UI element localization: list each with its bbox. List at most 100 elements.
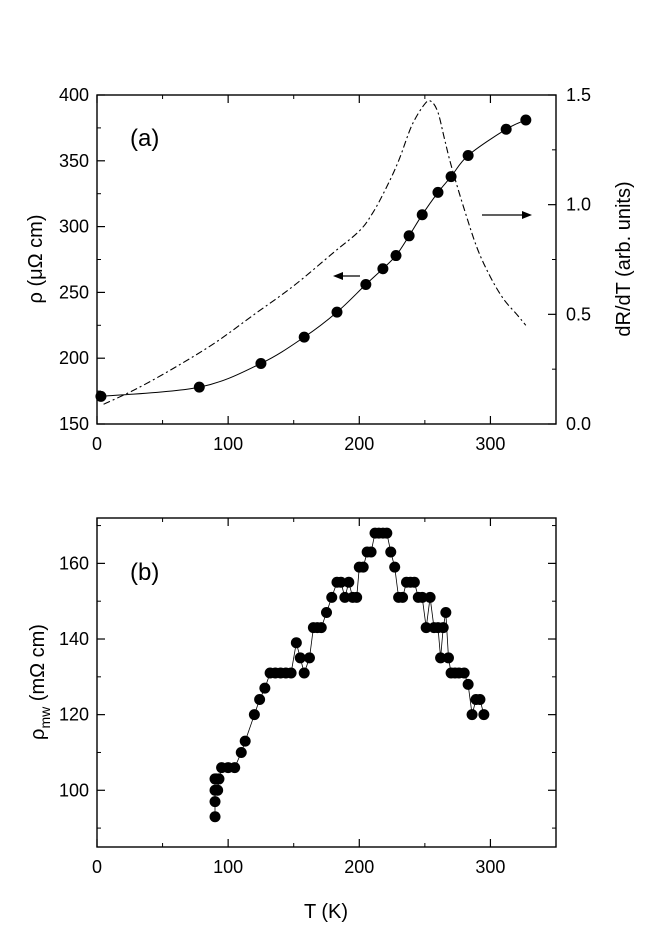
left-arrow-annotation [333, 272, 360, 280]
y-tick-label: 300 [59, 217, 89, 237]
x-tick-label: 0 [92, 434, 102, 454]
mw-resistivity-point [381, 527, 393, 539]
panel-a-label: (a) [130, 125, 159, 152]
x-tick-label: 300 [475, 857, 505, 877]
mw-resistivity-point [478, 709, 490, 721]
mw-resistivity-point [466, 709, 478, 721]
mw-resistivity-point [321, 607, 332, 619]
x-tick-label: 200 [344, 434, 374, 454]
panel-b-y-unit: (mΩ cm) [27, 624, 49, 701]
right-arrow-annotation [482, 211, 532, 219]
svg-text:ρmw (mΩ cm): ρmw (mΩ cm) [27, 624, 53, 740]
mw-resistivity-point [462, 678, 474, 690]
y-tick-label: 160 [59, 553, 89, 573]
resistivity-point [298, 331, 310, 343]
mw-resistivity-line [214, 532, 485, 817]
x-tick-label: 0 [92, 857, 102, 877]
panel-b-y-ticks: 100 120 140 160 [59, 525, 556, 829]
mw-resistivity-point [212, 784, 224, 796]
mw-resistivity-point [408, 576, 420, 588]
mw-resistivity-point [339, 591, 351, 603]
resistivity-point [390, 250, 402, 262]
mw-resistivity-point [474, 694, 486, 706]
dRdT-line [103, 100, 527, 405]
mw-resistivity-point [440, 607, 452, 619]
mw-resistivity-point [343, 576, 355, 588]
panel-b-y-subscript: mw [37, 706, 53, 729]
mw-resistivity-point [315, 622, 327, 634]
panel-a-y2-axis-label: dR/dT (arb. units) [613, 181, 635, 336]
resistivity-point [403, 230, 415, 242]
panel-a-series [95, 100, 532, 405]
y-tick-label: 140 [59, 629, 89, 649]
y2-tick-label: 0.5 [566, 304, 591, 324]
mw-resistivity-point [285, 667, 297, 679]
mw-resistivity-point [229, 762, 241, 774]
resistivity-point [416, 209, 428, 221]
mw-resistivity-point [420, 622, 432, 634]
resistivity-point [193, 381, 205, 393]
mw-resistivity-point [351, 591, 363, 603]
mw-resistivity-point [397, 591, 409, 603]
panel-b-x-axis-label: T (K) [304, 901, 348, 923]
y-tick-label: 400 [59, 85, 89, 105]
y-tick-label: 200 [59, 348, 89, 368]
x-tick-label: 100 [213, 434, 243, 454]
mw-resistivity-point [259, 682, 271, 694]
panel-a: 0 100 200 300 150 200 250 300 350 400 0.0 0.5 1.0 1… [25, 85, 635, 454]
y2-tick-label: 0.0 [566, 414, 591, 434]
mw-resistivity-point [424, 591, 436, 603]
mw-resistivity-point [458, 667, 470, 679]
resistivity-point [360, 279, 372, 291]
mw-resistivity-point [213, 773, 225, 785]
mw-resistivity-point [365, 546, 377, 558]
y-tick-label: 120 [59, 705, 89, 725]
panel-b-y-symbol: ρ [27, 729, 49, 740]
y-tick-label: 150 [59, 414, 89, 434]
mw-resistivity-point [385, 546, 397, 558]
resistivity-point [520, 114, 532, 126]
mw-resistivity-point [442, 652, 454, 664]
x-tick-label: 300 [475, 434, 505, 454]
mw-resistivity-point [389, 561, 401, 573]
mw-resistivity-point [437, 622, 449, 634]
mw-resistivity-point [416, 591, 428, 603]
panel-b-label: (b) [130, 559, 159, 586]
mw-resistivity-point [248, 709, 260, 721]
y2-tick-label: 1.5 [566, 85, 591, 105]
panel-a-y-axis-label: ρ (μΩ cm) [25, 215, 47, 304]
resistivity-point [95, 390, 107, 402]
y-tick-label: 100 [59, 780, 89, 800]
mw-resistivity-point [298, 667, 310, 679]
resistivity-point [377, 263, 389, 275]
resistivity-point [445, 171, 457, 183]
mw-resistivity-point [357, 561, 369, 573]
mw-resistivity-point [209, 811, 221, 823]
resistivity-point [500, 123, 512, 135]
panel-a-y-ticks: 150 200 250 300 350 400 [59, 85, 105, 434]
panel-b-frame [96, 517, 557, 848]
mw-resistivity-point [303, 652, 315, 664]
mw-resistivity-point [209, 796, 221, 808]
mw-resistivity-point [290, 637, 302, 649]
resistivity-point [462, 150, 474, 162]
y2-tick-label: 1.0 [566, 195, 591, 215]
panel-a-frame [96, 94, 557, 425]
mw-resistivity-point [435, 652, 447, 664]
panel-a-x-ticks: 0 100 200 300 [92, 95, 505, 454]
resistivity-point [255, 357, 267, 369]
panel-a-y2-ticks: 0.0 0.5 1.0 1.5 [548, 85, 591, 434]
mw-resistivity-point [294, 652, 306, 664]
mw-resistivity-point [254, 694, 266, 706]
mw-resistivity-point [235, 746, 247, 758]
x-tick-label: 200 [344, 857, 374, 877]
resistivity-line [100, 119, 527, 397]
panel-b-series [209, 527, 490, 823]
x-tick-label: 100 [213, 857, 243, 877]
y-tick-label: 250 [59, 282, 89, 302]
mw-resistivity-point [335, 576, 347, 588]
mw-resistivity-point [239, 735, 251, 747]
panel-b-x-ticks: 0 100 200 300 [92, 518, 505, 877]
